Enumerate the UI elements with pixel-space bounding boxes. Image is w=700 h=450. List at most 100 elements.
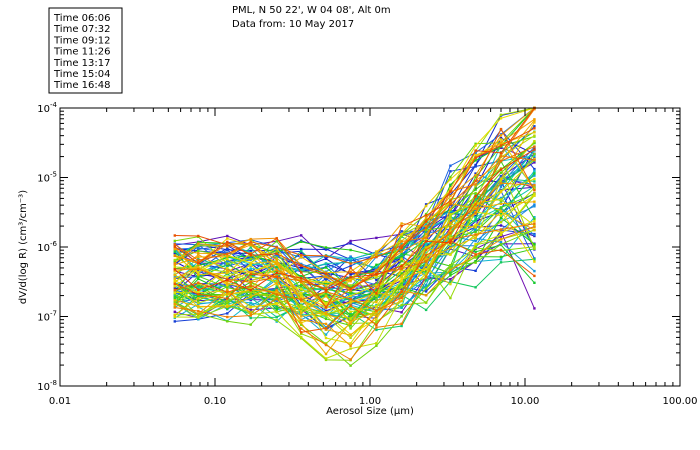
x-tick-label: 0.10 (204, 396, 226, 407)
series-point (449, 225, 452, 228)
series-point (173, 258, 176, 262)
series-point (275, 290, 278, 294)
series-point (173, 277, 176, 280)
series-point (499, 182, 503, 185)
series-point (533, 225, 536, 229)
series-point (449, 175, 452, 179)
series-point (533, 177, 536, 181)
series-point (375, 286, 378, 289)
series-point (400, 306, 403, 309)
series-point (197, 274, 200, 278)
series-point (300, 321, 303, 325)
series-point (226, 293, 229, 296)
series-point (275, 260, 278, 263)
series-point (533, 205, 536, 208)
series-point (173, 315, 176, 319)
series-point (375, 321, 378, 324)
series-point (324, 262, 328, 265)
series-point (449, 178, 452, 181)
series-point (226, 303, 229, 307)
series-point (226, 258, 229, 261)
series-point (173, 282, 176, 285)
series-point (249, 290, 252, 293)
y-axis-label: dV/d(log R) (cm³/cm⁻³) (18, 190, 29, 304)
series-point (226, 255, 229, 258)
series-point (449, 210, 452, 213)
series-point (533, 152, 536, 156)
series-point (400, 322, 403, 325)
series-point (173, 310, 176, 313)
y-tick-label: 10-6 (37, 240, 57, 254)
y-tick-label: 10-8 (37, 379, 57, 393)
series-point (375, 250, 378, 253)
series-point (449, 243, 452, 246)
series-point (349, 294, 352, 298)
series-point (324, 266, 328, 269)
series-point (173, 239, 176, 243)
series-point (449, 241, 452, 244)
series-point (249, 257, 252, 261)
series-point (173, 320, 176, 323)
series-point (424, 279, 428, 282)
series-point (474, 233, 477, 236)
series-point (375, 326, 378, 329)
series-point (324, 343, 328, 347)
y-tick-label: 10-5 (37, 171, 57, 185)
series-point (400, 246, 403, 249)
series-point (226, 301, 229, 304)
series-point (226, 281, 229, 284)
series-point (474, 216, 477, 219)
series-point (400, 242, 403, 246)
series-point (197, 312, 200, 316)
series-point (533, 154, 536, 157)
series-point (533, 260, 536, 263)
series-point (499, 113, 503, 116)
series-point (474, 261, 477, 264)
series-point (349, 248, 352, 252)
series-point (226, 234, 229, 238)
series-point (474, 203, 477, 206)
series-point (449, 198, 452, 201)
series-point (249, 240, 252, 244)
series-point (324, 342, 328, 345)
series-point (533, 169, 536, 172)
series-point (249, 301, 252, 305)
series-point (375, 278, 378, 282)
series-point (226, 286, 229, 289)
series-point (474, 156, 477, 159)
series-point (499, 235, 503, 238)
series-point (533, 203, 536, 206)
series-point (300, 332, 303, 335)
series-point (424, 287, 428, 290)
series-point (424, 301, 428, 304)
series-point (533, 224, 536, 227)
series-point (275, 273, 278, 276)
series-point (226, 276, 229, 279)
series-point (324, 287, 328, 290)
series-point (173, 302, 176, 306)
series-point (424, 264, 428, 267)
series-point (197, 255, 200, 259)
series-point (197, 284, 200, 287)
series-point (375, 284, 378, 287)
series-point (449, 190, 452, 193)
legend-entry: Time 06:06 (53, 13, 110, 24)
series-point (533, 192, 536, 195)
series-point (474, 154, 477, 157)
series-point (424, 275, 428, 278)
series-point (474, 239, 477, 243)
series-point (197, 293, 200, 296)
series-point (226, 262, 229, 265)
series-point (349, 342, 352, 345)
series-point (474, 183, 477, 186)
series-point (400, 295, 403, 298)
series-point (173, 262, 176, 265)
series-point (474, 176, 477, 179)
series-point (173, 263, 176, 267)
series-point (474, 195, 477, 198)
series-point (499, 175, 503, 178)
series-point (275, 256, 278, 260)
series-point (424, 265, 428, 269)
series-point (400, 278, 403, 281)
series-point (533, 180, 536, 183)
